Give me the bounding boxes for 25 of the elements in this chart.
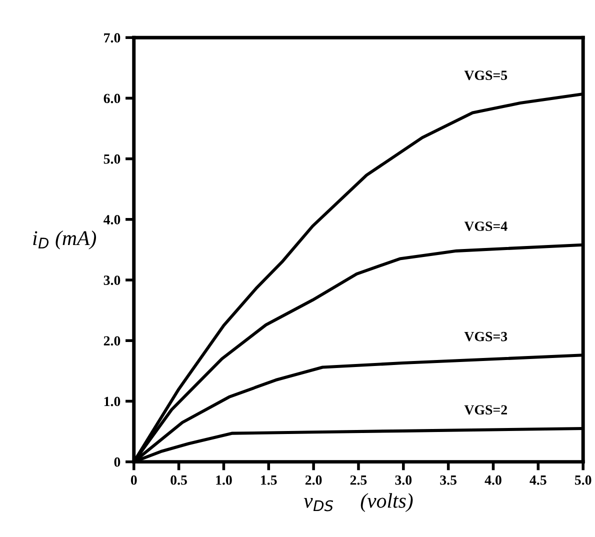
text: v$_{DS}$ (volts) [304, 493, 413, 512]
y-tick-label: 6.0 [104, 94, 120, 104]
series-label: VGS=2 [464, 405, 507, 415]
x-tick-label: 2.5 [350, 475, 367, 485]
x-tick-label: 1.0 [216, 475, 232, 485]
y-tick-label: 2.0 [104, 336, 120, 346]
y-tick-label: 3.0 [104, 276, 120, 286]
y-tick-label: 1.0 [104, 396, 120, 406]
y-tick-label: 4.0 [104, 214, 120, 224]
series-label: VGS=4 [464, 222, 508, 231]
series-label: VGS=5 [464, 70, 508, 80]
x-tick-label: 4.0 [484, 475, 502, 485]
y-tick-label: 5.0 [104, 154, 120, 164]
y-axis-title: i$_{D}$ (mA) [33, 230, 96, 250]
x-tick-label: 3.5 [440, 475, 457, 485]
x-tick-label: 0 [130, 475, 137, 485]
y-tick-label: 7.0 [104, 33, 120, 43]
series-label: VGS=3 [464, 332, 508, 342]
x-tick-label: 2.0 [305, 475, 322, 485]
y-tick-label: 0 [114, 457, 120, 467]
x-tick-label: 3.0 [395, 475, 412, 485]
x-tick-label: 5.0 [574, 475, 592, 485]
x-tick-label: 1.5 [261, 475, 277, 485]
x-tick-label: 4.5 [530, 476, 546, 485]
x-tick-label: 0.5 [170, 475, 187, 485]
